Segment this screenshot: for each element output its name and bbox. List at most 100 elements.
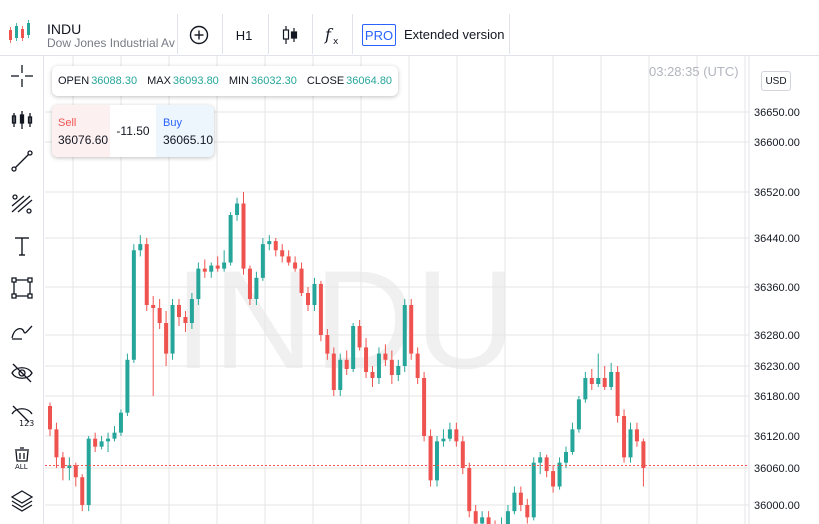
candle[interactable] — [80, 474, 85, 512]
candle[interactable] — [331, 347, 336, 396]
extended-version-link[interactable]: Extended version — [404, 27, 505, 42]
candle[interactable] — [396, 359, 401, 381]
candle[interactable] — [505, 505, 510, 524]
candle[interactable] — [215, 256, 220, 272]
candle[interactable] — [73, 462, 78, 487]
candle[interactable] — [493, 520, 497, 524]
candle[interactable] — [454, 422, 459, 447]
candle[interactable] — [222, 250, 227, 272]
candle[interactable] — [299, 262, 304, 297]
candle[interactable] — [641, 438, 646, 487]
candle[interactable] — [589, 369, 594, 390]
candle[interactable] — [99, 436, 104, 450]
candle[interactable] — [538, 452, 543, 475]
candle[interactable] — [254, 271, 259, 305]
candle[interactable] — [48, 402, 52, 436]
candle[interactable] — [286, 250, 291, 266]
candle[interactable] — [447, 422, 452, 442]
candle[interactable] — [602, 366, 607, 390]
candle[interactable] — [596, 353, 601, 387]
candle[interactable] — [293, 256, 298, 272]
chart-type-button[interactable] — [277, 22, 303, 48]
candle[interactable] — [125, 353, 130, 416]
candle[interactable] — [357, 320, 362, 351]
candle[interactable] — [389, 350, 394, 385]
candle[interactable] — [634, 422, 639, 447]
indicators-tool[interactable] — [8, 106, 36, 134]
candle[interactable] — [189, 293, 194, 329]
candle[interactable] — [280, 244, 285, 263]
candle[interactable] — [544, 454, 549, 478]
delete-all-tool[interactable]: ALL — [8, 444, 36, 472]
candle[interactable] — [325, 329, 330, 360]
crosshair-tool[interactable] — [8, 62, 36, 90]
add-symbol-button[interactable] — [186, 22, 212, 48]
candle[interactable] — [118, 409, 123, 436]
candle[interactable] — [312, 277, 317, 311]
candle[interactable] — [415, 347, 420, 384]
candle[interactable] — [67, 457, 72, 481]
candle[interactable] — [351, 323, 356, 372]
price-chart[interactable]: INDU 36650.00 36600.00 36520.00 36440.00 363… — [45, 56, 819, 524]
candle[interactable] — [402, 299, 407, 372]
candle[interactable] — [500, 517, 504, 524]
candle[interactable] — [435, 436, 439, 487]
candle[interactable] — [164, 311, 169, 366]
timeframe-button[interactable]: H1 — [235, 27, 253, 43]
candle[interactable] — [370, 366, 375, 387]
candle[interactable] — [228, 212, 233, 266]
candle[interactable] — [138, 235, 143, 257]
candle[interactable] — [428, 429, 433, 487]
candle[interactable] — [157, 299, 162, 329]
candle[interactable] — [247, 265, 252, 305]
candle[interactable] — [512, 486, 517, 515]
candle[interactable] — [318, 280, 323, 342]
candle[interactable] — [376, 347, 381, 384]
candle[interactable] — [551, 465, 556, 493]
candle[interactable] — [106, 432, 111, 452]
candle[interactable] — [267, 235, 272, 251]
candle[interactable] — [383, 344, 388, 366]
candle[interactable] — [60, 452, 65, 481]
candle[interactable] — [576, 396, 581, 433]
candle[interactable] — [422, 372, 427, 442]
indicators-button[interactable]: f x — [320, 22, 346, 48]
candle[interactable] — [583, 372, 588, 403]
candle[interactable] — [525, 498, 530, 524]
currency-button[interactable]: USD — [761, 71, 791, 91]
buy-button[interactable]: Buy 36065.10 — [156, 105, 214, 157]
candle[interactable] — [306, 287, 310, 311]
candle[interactable] — [628, 422, 633, 463]
sell-button[interactable]: Sell 36076.60 — [52, 105, 110, 157]
candle[interactable] — [209, 262, 214, 278]
candle[interactable] — [570, 422, 575, 455]
candle[interactable] — [112, 426, 117, 442]
candle[interactable] — [54, 422, 59, 468]
candle[interactable] — [144, 238, 149, 311]
candle[interactable] — [260, 238, 265, 281]
candle[interactable] — [622, 409, 627, 463]
candle[interactable] — [170, 299, 175, 360]
candle[interactable] — [273, 238, 278, 257]
candle[interactable] — [518, 486, 523, 512]
trend-line-tool[interactable] — [8, 147, 36, 175]
layers-tool[interactable] — [8, 486, 36, 514]
candle[interactable] — [557, 457, 562, 490]
symbol-ticker[interactable]: INDU — [47, 21, 82, 37]
hide-drawings-tool[interactable] — [8, 359, 36, 387]
candle[interactable] — [344, 350, 349, 376]
candle[interactable] — [86, 436, 91, 512]
candle[interactable] — [183, 311, 188, 332]
candle[interactable] — [131, 244, 136, 363]
candle[interactable] — [609, 362, 614, 390]
candle[interactable] — [473, 505, 478, 524]
candle[interactable] — [615, 366, 620, 423]
candle[interactable] — [338, 353, 343, 396]
candle[interactable] — [151, 296, 156, 396]
candle[interactable] — [531, 457, 536, 521]
brush-tool[interactable] — [8, 316, 36, 344]
candle[interactable] — [196, 262, 201, 306]
candle[interactable] — [93, 432, 98, 452]
symbol-name[interactable]: Dow Jones Industrial Ave — [47, 36, 175, 50]
candle[interactable] — [202, 259, 207, 278]
